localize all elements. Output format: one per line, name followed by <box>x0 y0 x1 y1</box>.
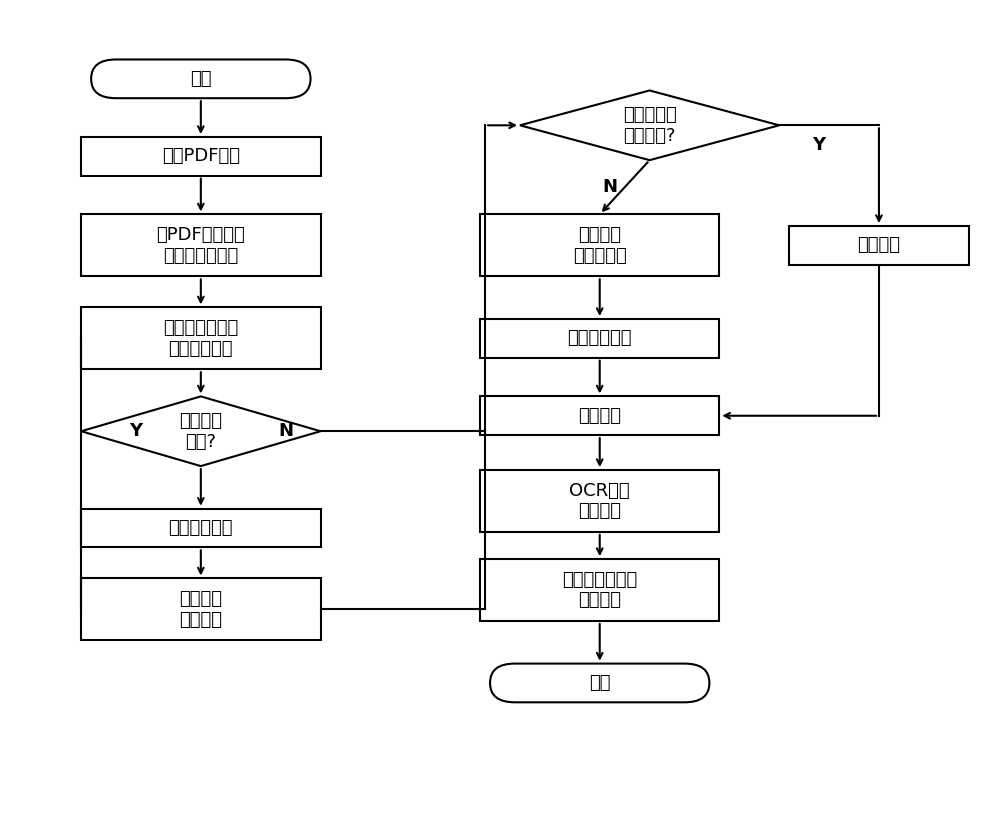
Text: 将PDF转成指定
放大系数的图像: 将PDF转成指定 放大系数的图像 <box>156 226 245 264</box>
Bar <box>789 226 969 264</box>
Text: 结束: 结束 <box>589 674 610 692</box>
Text: Y: Y <box>129 422 143 441</box>
Bar <box>480 397 719 435</box>
Text: 判断是否
旋转?: 判断是否 旋转? <box>179 412 222 450</box>
Text: 是否是图纸
标注表格?: 是否是图纸 标注表格? <box>623 106 676 144</box>
Bar <box>81 579 321 641</box>
Text: 切分表格: 切分表格 <box>857 237 900 255</box>
Bar <box>81 308 321 370</box>
Bar <box>480 470 719 532</box>
Bar <box>81 137 321 175</box>
Text: 按图元类型分类
保存数据: 按图元类型分类 保存数据 <box>562 570 637 610</box>
Text: 提取直线
等图形图元: 提取直线 等图形图元 <box>573 226 627 264</box>
FancyBboxPatch shape <box>91 60 311 98</box>
Text: 读取PDF文件: 读取PDF文件 <box>162 148 240 166</box>
Bar <box>480 559 719 621</box>
Text: N: N <box>602 178 617 197</box>
Text: 提取文字: 提取文字 <box>578 406 621 425</box>
Text: OCR识别
文本内容: OCR识别 文本内容 <box>569 481 630 521</box>
Bar <box>81 508 321 548</box>
Text: 开始: 开始 <box>190 70 212 88</box>
Text: 去除图像边框: 去除图像边框 <box>169 519 233 537</box>
Bar <box>480 319 719 357</box>
Text: N: N <box>278 422 293 441</box>
Polygon shape <box>81 397 321 466</box>
Bar <box>81 215 321 277</box>
FancyBboxPatch shape <box>490 663 709 703</box>
Bar <box>480 215 719 277</box>
Text: 去除图形图元: 去除图形图元 <box>567 330 632 348</box>
Text: Y: Y <box>813 135 826 153</box>
Text: 根据区域
分割图像: 根据区域 分割图像 <box>179 590 222 629</box>
Polygon shape <box>520 91 779 160</box>
Text: 检测边框比例和
图纸标注表格: 检测边框比例和 图纸标注表格 <box>163 319 238 357</box>
